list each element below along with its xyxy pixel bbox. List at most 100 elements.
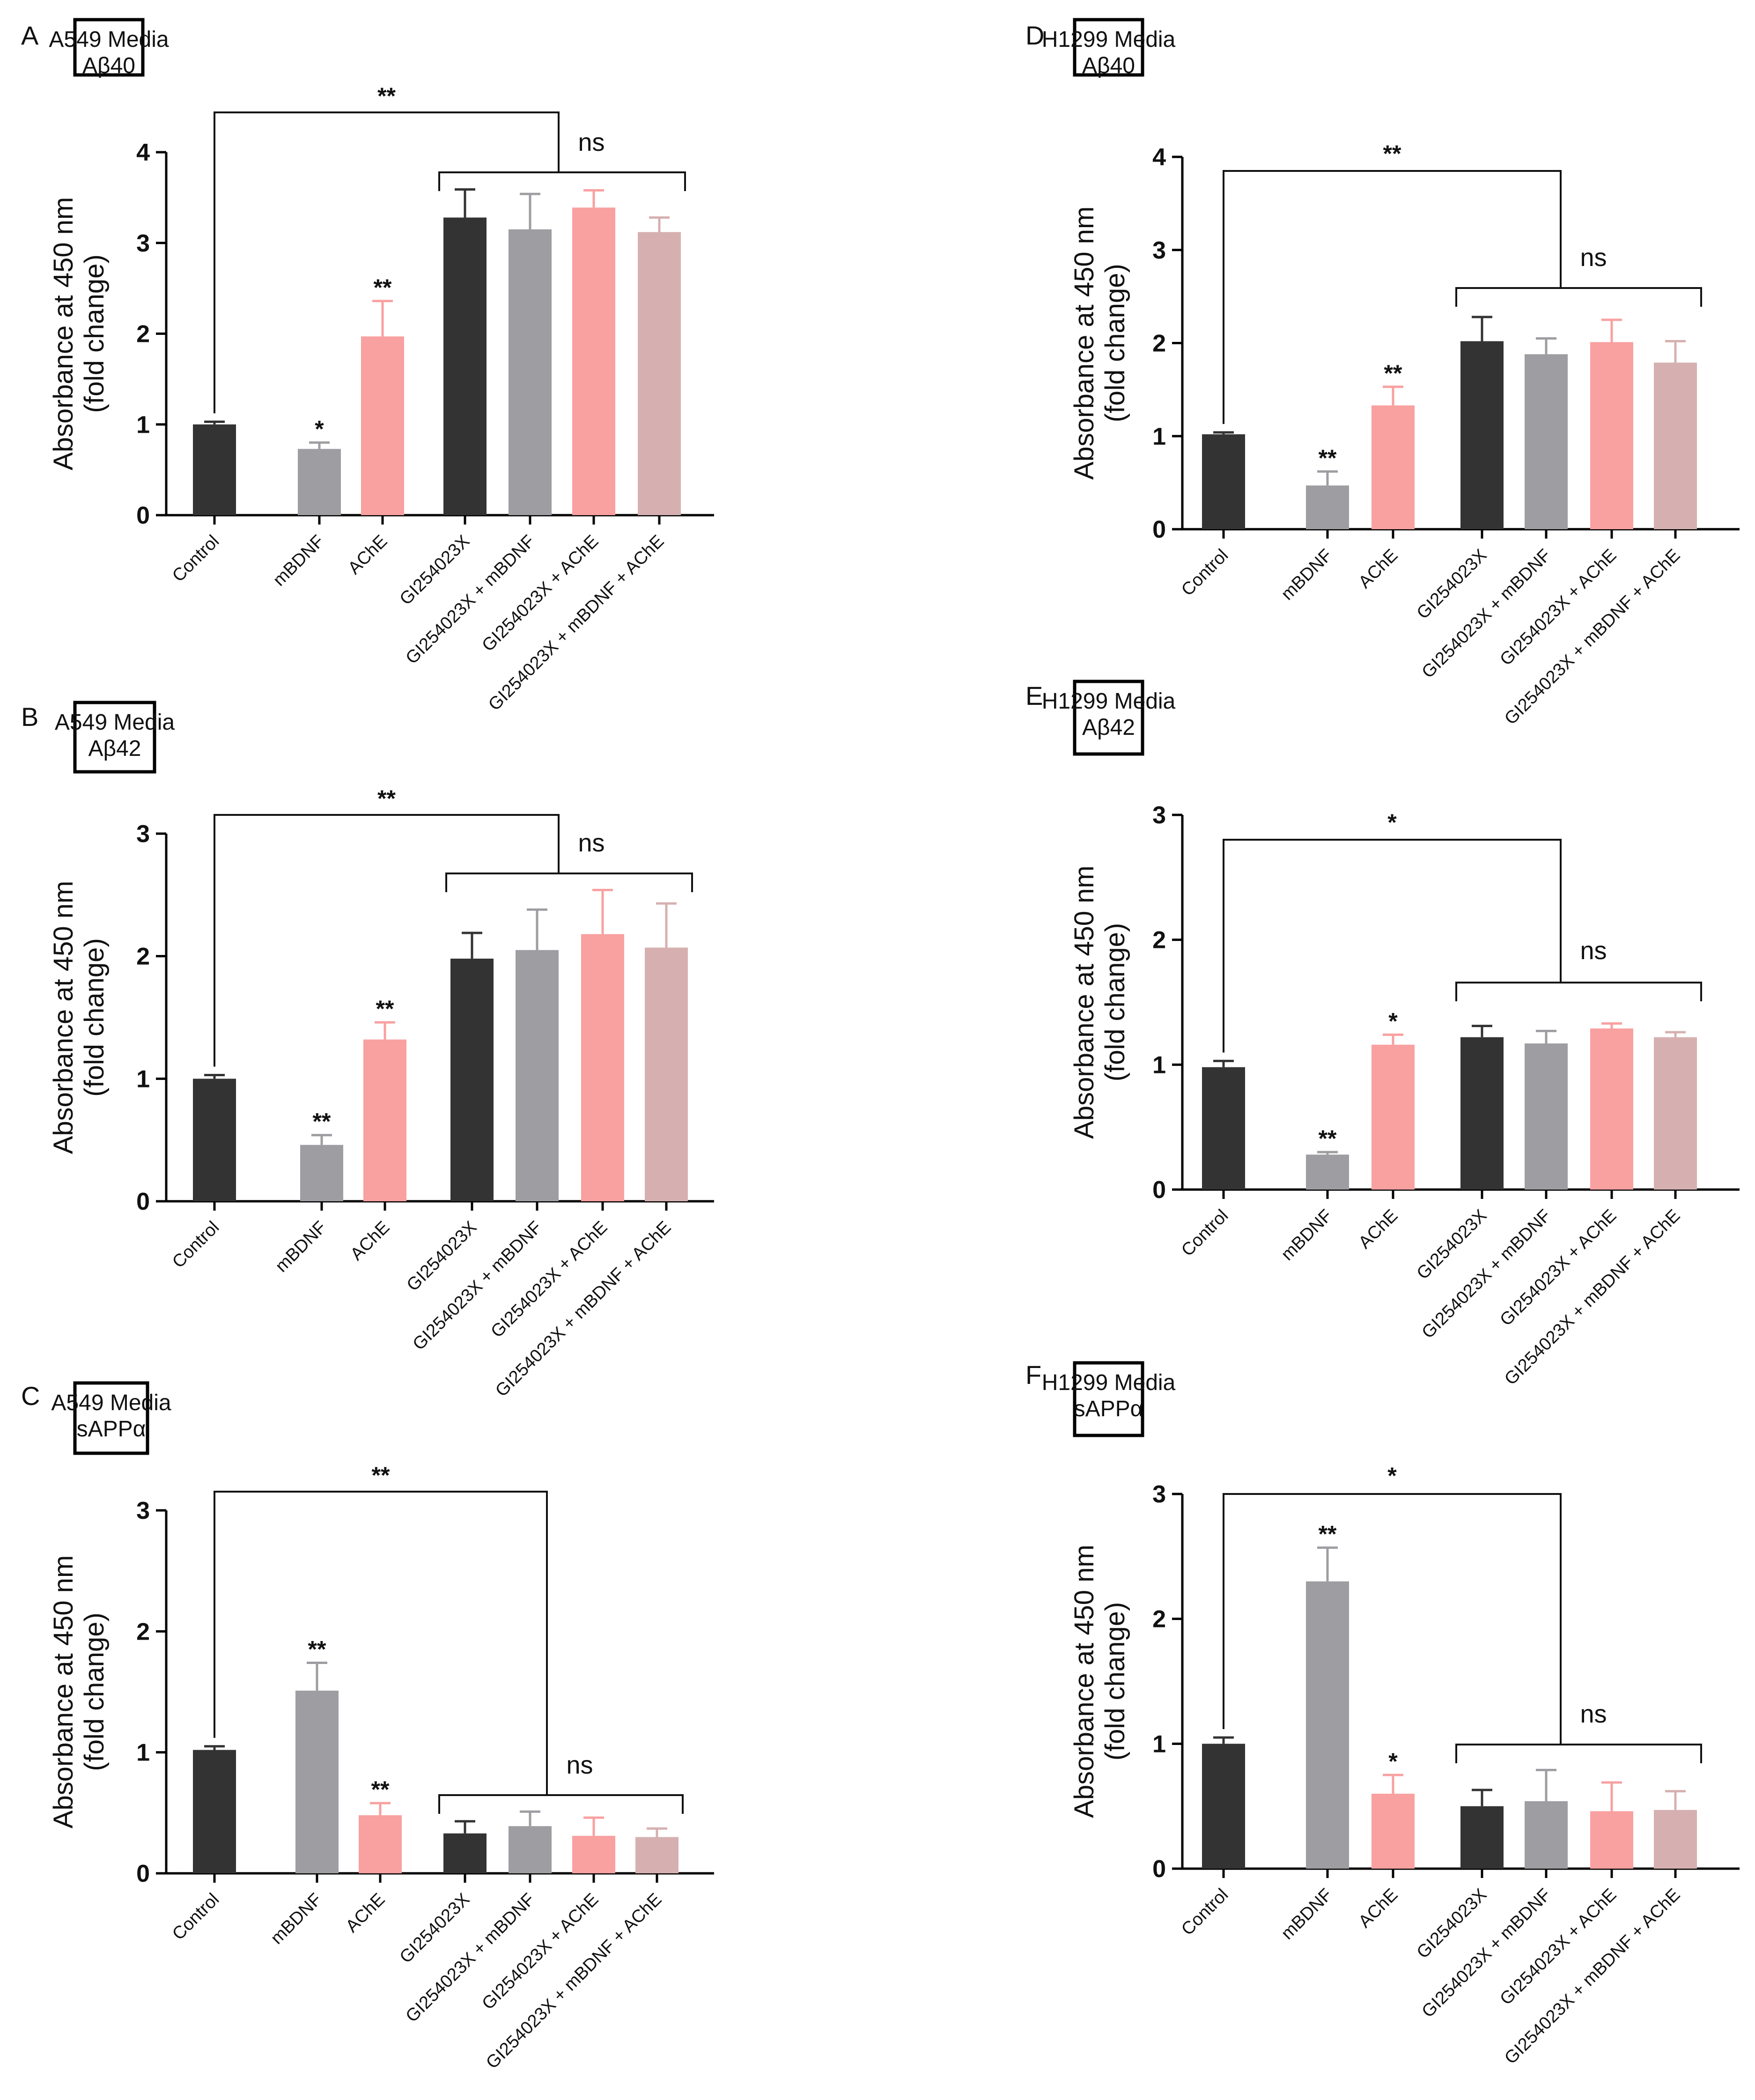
- panel-a-bar-6: [638, 232, 681, 515]
- panel-a-group-bracket: [438, 171, 686, 191]
- panel-f-group-bracket: [1455, 1744, 1702, 1763]
- panel-e-category-label-0: Control: [1178, 1206, 1232, 1260]
- panel-b-category-label-4: GI254023X + mBDNF: [409, 1218, 546, 1354]
- panel-f-overall-bracket: [1223, 1493, 1562, 1745]
- panel-f-significance-2: *: [1388, 1748, 1398, 1775]
- panel-a-significance-1: *: [315, 416, 324, 442]
- panel-f-title-box: [1073, 1361, 1144, 1437]
- panel-a-ytick-label: 1: [136, 411, 150, 438]
- panel-d-ytick-label: 4: [1152, 144, 1166, 171]
- panel-a-bar-5: [572, 207, 615, 515]
- panel-f-bar-0: [1202, 1744, 1245, 1869]
- panel-f-ytick-label: 1: [1152, 1730, 1166, 1758]
- panel-b-significance-2: **: [376, 996, 394, 1022]
- panel-e-overall-bracket: [1223, 839, 1562, 1053]
- panel-a-ytick-label: 0: [136, 502, 150, 529]
- panel-c-bar-6: [635, 1837, 678, 1873]
- panel-a-overall-significance: **: [377, 83, 396, 109]
- panel-d-overall-bracket: [1223, 170, 1562, 424]
- panel-e-ytick-label: 0: [1152, 1176, 1166, 1204]
- panel-e-ylabel-line1: Absorbance at 450 nm: [1069, 865, 1099, 1139]
- panel-c-bar-5: [572, 1835, 615, 1873]
- panel-c-ytick-label: 3: [136, 1497, 150, 1524]
- panel-a-title-box: [73, 18, 145, 77]
- panel-b-ytick-label: 0: [136, 1188, 150, 1215]
- panel-d-category-label-4: GI254023X + mBDNF: [1418, 546, 1555, 682]
- panel-d-bar-4: [1525, 354, 1568, 529]
- panel-b-bar-6: [645, 947, 688, 1201]
- panel-c-ytick-label: 1: [136, 1739, 150, 1767]
- panel-a-title-line2: Aβ40: [82, 53, 135, 78]
- panel-d-category-label-5: GI254023X + AChE: [1496, 546, 1620, 670]
- panel-e-ytick-label: 3: [1152, 802, 1166, 829]
- panel-b-bar-4: [516, 950, 559, 1201]
- panel-c-letter: C: [21, 1381, 40, 1411]
- panel-a-letter: A: [21, 21, 39, 50]
- panel-d-bar-5: [1590, 342, 1633, 529]
- panel-a-ytick-label: 2: [136, 321, 150, 348]
- panel-e-bar-1: [1306, 1154, 1349, 1190]
- panel-c-significance-2: **: [371, 1776, 390, 1803]
- panel-f-ytick-label: 2: [1152, 1606, 1166, 1633]
- panel-b-overall-significance: **: [377, 785, 396, 812]
- panel-a-category-label-5: GI254023X + AChE: [478, 532, 602, 656]
- panel-f-group-significance: ns: [1580, 1700, 1607, 1728]
- panel-e-category-label-5: GI254023X + AChE: [1496, 1206, 1620, 1330]
- panel-a-category-label-2: AChE: [344, 532, 391, 578]
- panel-a-ytick-label: 3: [136, 230, 150, 257]
- panel-f-category-label-0: Control: [1178, 1885, 1232, 1939]
- panel-c-overall-bracket: [214, 1491, 548, 1795]
- panel-b-category-label-0: Control: [169, 1218, 223, 1272]
- panel-e-group-significance: ns: [1580, 937, 1607, 965]
- panel-e-ytick-label: 2: [1152, 927, 1166, 954]
- panel-b-bar-5: [581, 934, 624, 1201]
- panel-f-title-line2: sAPPα: [1074, 1397, 1143, 1421]
- panel-c-ylabel-line1: Absorbance at 450 nm: [48, 1555, 79, 1829]
- panel-e-bar-5: [1590, 1028, 1633, 1190]
- panel-d-ytick-label: 0: [1152, 516, 1166, 543]
- panel-e-group-bracket: [1455, 982, 1702, 1001]
- panel-e-bar-2: [1372, 1044, 1415, 1190]
- panel-d-ytick-label: 3: [1152, 237, 1166, 264]
- panel-f-ylabel-line2: (fold change): [1100, 1602, 1130, 1761]
- panel-d-bar-1: [1306, 485, 1349, 529]
- panel-c-significance-1: **: [308, 1636, 326, 1663]
- panel-c-title-line1: A549 Media: [51, 1390, 171, 1415]
- panel-d-overall-significance: **: [1383, 140, 1401, 167]
- panel-e-ytick-label: 1: [1152, 1051, 1166, 1079]
- panel-c-category-label-0: Control: [169, 1890, 223, 1944]
- panel-f-bar-5: [1590, 1811, 1633, 1869]
- panel-f-ylabel-line1: Absorbance at 450 nm: [1069, 1545, 1099, 1818]
- panel-a-title-line1: A549 Media: [49, 27, 169, 52]
- panel-f-letter: F: [1025, 1360, 1041, 1390]
- panel-a-ylabel-line1: Absorbance at 450 nm: [48, 197, 79, 471]
- panel-f-category-label-1: mBDNF: [1277, 1885, 1336, 1944]
- panel-c-ytick-label: 2: [136, 1618, 150, 1645]
- panel-b-title-line1: A549 Media: [55, 710, 175, 735]
- panel-e-category-label-4: GI254023X + mBDNF: [1418, 1206, 1555, 1343]
- panel-d-title-box: [1073, 18, 1144, 77]
- panel-f-bar-2: [1372, 1794, 1415, 1869]
- panel-c-title-line2: sAPPα: [77, 1417, 146, 1442]
- panel-a-category-label-1: mBDNF: [269, 532, 328, 590]
- panel-d-title-line2: Aβ40: [1082, 53, 1135, 78]
- panel-e-title-line2: Aβ42: [1082, 715, 1135, 740]
- panel-c-group-significance: ns: [566, 1751, 593, 1779]
- panel-e-bar-0: [1202, 1067, 1245, 1190]
- panel-b-ytick-label: 3: [136, 821, 150, 848]
- panel-c-ylabel-line2: (fold change): [79, 1612, 110, 1771]
- panel-b-group-significance: ns: [578, 829, 605, 857]
- panel-c-group-bracket: [438, 1794, 684, 1814]
- panel-e-category-label-1: mBDNF: [1277, 1206, 1336, 1264]
- panel-b-ytick-label: 2: [136, 943, 150, 970]
- panel-e-title-line1: H1299 Media: [1042, 689, 1176, 714]
- panel-a-bar-4: [509, 229, 552, 515]
- panel-a-significance-2: **: [374, 274, 392, 301]
- panel-a-ylabel-line2: (fold change): [79, 254, 110, 413]
- panel-d-bar-2: [1372, 405, 1415, 529]
- panel-e-letter: E: [1025, 681, 1043, 710]
- panel-f-category-label-5: GI254023X + AChE: [1496, 1885, 1620, 2009]
- panel-c-category-label-4: GI254023X + mBDNF: [402, 1890, 539, 2026]
- panel-d-title-line1: H1299 Media: [1042, 27, 1176, 52]
